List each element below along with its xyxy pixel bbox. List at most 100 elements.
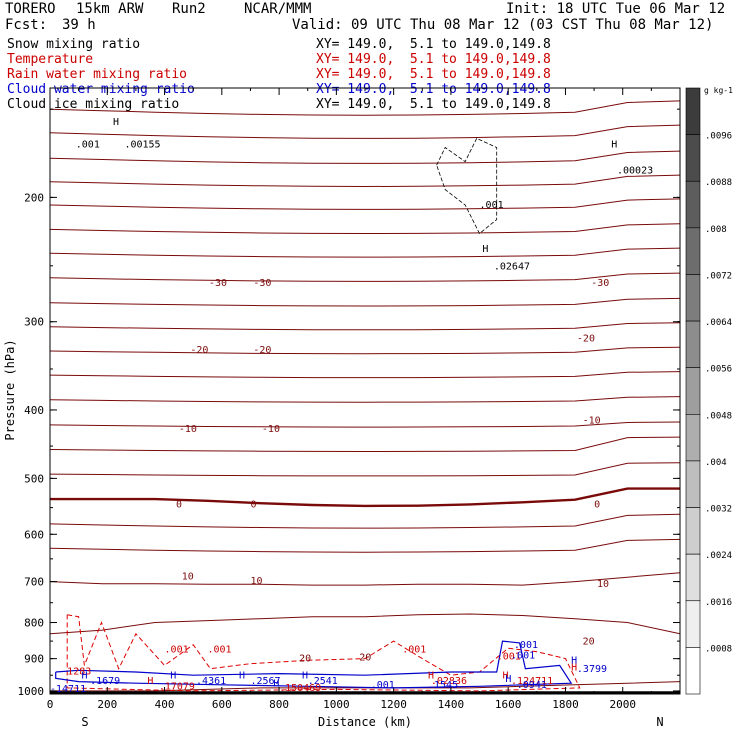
colorbar-swatch xyxy=(685,134,701,182)
colorbar-swatch xyxy=(685,600,701,648)
cloud-water-label: H xyxy=(273,678,279,689)
field-name: Rain water mixing ratio xyxy=(7,67,188,82)
temperature-label: 20 xyxy=(299,653,311,664)
field-name: Snow mixing ratio xyxy=(7,37,141,52)
y-axis-title: Pressure (hPa) xyxy=(3,339,17,440)
isotherm-line xyxy=(49,150,681,164)
cloud-water-label: .1545 xyxy=(428,680,458,691)
rain-label: H xyxy=(571,662,577,673)
plot-frame xyxy=(49,87,681,695)
isotherm-line xyxy=(49,174,681,188)
rain-label: H xyxy=(147,676,153,687)
colorbar-swatch xyxy=(685,414,701,462)
colorbar-tick-label: .0096 xyxy=(705,132,732,142)
rain-label: .02836 xyxy=(431,676,467,687)
x-tick-label: 1800 xyxy=(552,698,579,711)
init-time: Init: 18 UTC Tue 06 Mar 12 xyxy=(506,1,726,17)
rain-contour xyxy=(66,614,581,692)
org-label: NCAR/MMM xyxy=(244,1,312,17)
snow-label: .001 xyxy=(480,200,504,211)
left-end-label: S xyxy=(81,715,88,729)
temperature-label: -10 xyxy=(583,415,601,426)
colorbar-tick-label: .0016 xyxy=(705,598,732,608)
isotherm-line xyxy=(49,513,681,529)
colorbar-swatch xyxy=(685,87,701,135)
isotherm-line xyxy=(49,124,681,139)
y-tick-label: 700 xyxy=(24,576,44,589)
snow-label: .02647 xyxy=(494,261,530,272)
colorbar-tick-label: .004 xyxy=(705,458,727,468)
temperature-label: -20 xyxy=(253,345,271,356)
cloud-water-label: .0941 xyxy=(517,680,547,691)
cloud-water-label: .3799 xyxy=(577,664,607,675)
cloud-water-label: .4361 xyxy=(196,676,226,687)
colorbar-tick-label: .0032 xyxy=(705,505,732,515)
isotherm-line xyxy=(49,223,681,235)
cloud-water-label: H xyxy=(505,674,511,685)
cloud-water-label: H xyxy=(302,670,308,681)
isotherm-line xyxy=(49,436,681,453)
isotherm-line xyxy=(49,421,681,428)
x-tick-label: 1400 xyxy=(438,698,465,711)
rain-label: H xyxy=(502,670,508,681)
isotherm-line xyxy=(49,198,681,210)
temperature-label: 20 xyxy=(359,652,371,663)
temperature-label: -30 xyxy=(591,278,609,289)
colorbar-swatch xyxy=(685,553,701,602)
cloud-water-label: .001 xyxy=(371,680,395,691)
temperature-label: 10 xyxy=(597,579,609,590)
y-tick-label: 800 xyxy=(24,617,44,630)
cloud-water-label: .2567 xyxy=(250,676,280,687)
y-tick-label: 500 xyxy=(24,472,44,485)
field-name: Temperature xyxy=(7,52,94,67)
y-tick-label: 600 xyxy=(24,528,44,541)
cloud-water-label: -14711 xyxy=(50,684,86,695)
x-tick-label: 200 xyxy=(97,698,117,711)
fcst-value: 39 h xyxy=(62,17,96,33)
isotherm-line xyxy=(49,297,681,307)
y-tick-label: 1000 xyxy=(18,685,45,698)
isotherm-line xyxy=(49,462,681,477)
run-label: Run2 xyxy=(172,1,206,17)
field-name: Cloud ice mixing ratio xyxy=(7,97,180,112)
cloud-water-label: H xyxy=(571,656,577,667)
isotherm-line xyxy=(49,396,681,403)
rain-label: 1283 xyxy=(67,667,91,678)
temperature-label: 0 xyxy=(594,500,600,511)
isotherm-line xyxy=(49,538,681,553)
colorbar-swatch xyxy=(685,274,701,322)
isotherm-line xyxy=(49,272,681,282)
fcst-label: Fcst: xyxy=(5,17,48,33)
cloud-water-label: H xyxy=(170,670,176,681)
rain-label: .150469 xyxy=(279,683,321,694)
y-tick-label: 900 xyxy=(24,653,44,666)
field-xy: XY= 149.0, 5.1 to 149.0,149.8 xyxy=(316,52,551,67)
colorbar-tick-label: .0064 xyxy=(705,318,732,328)
colorbar-tick-label: .0008 xyxy=(705,644,732,654)
x-tick-label: 400 xyxy=(155,698,175,711)
temperature-label: 0 xyxy=(176,500,182,511)
temperature-label: -30 xyxy=(253,278,271,289)
colorbar-units: g kg-1 xyxy=(704,86,733,95)
field-xy: XY= 149.0, 5.1 to 149.0,149.8 xyxy=(316,82,551,97)
isotherm-line xyxy=(49,572,681,586)
x-tick-label: 600 xyxy=(212,698,232,711)
colorbar-swatch xyxy=(685,460,701,508)
cloud-water-label: H xyxy=(82,670,88,681)
x-tick-label: 1200 xyxy=(380,698,407,711)
isotherm-line xyxy=(49,322,681,331)
temperature-label: 10 xyxy=(250,576,262,587)
field-name: Cloud water mixing ratio xyxy=(7,82,195,97)
colorbar-swatch xyxy=(685,367,701,415)
snow-label: .00023 xyxy=(617,165,653,176)
snow-label: H xyxy=(482,244,488,255)
cloud-water-label: H xyxy=(239,670,245,681)
colorbar-tick-label: .0088 xyxy=(705,178,732,188)
x-tick-label: 1000 xyxy=(323,698,350,711)
rain-label: .001 xyxy=(208,644,232,655)
rain-label: .124711 xyxy=(511,676,553,687)
colorbar-tick-label: .0024 xyxy=(705,551,732,561)
snow-label: .001 xyxy=(76,140,100,151)
temperature-label: -10 xyxy=(262,424,280,435)
